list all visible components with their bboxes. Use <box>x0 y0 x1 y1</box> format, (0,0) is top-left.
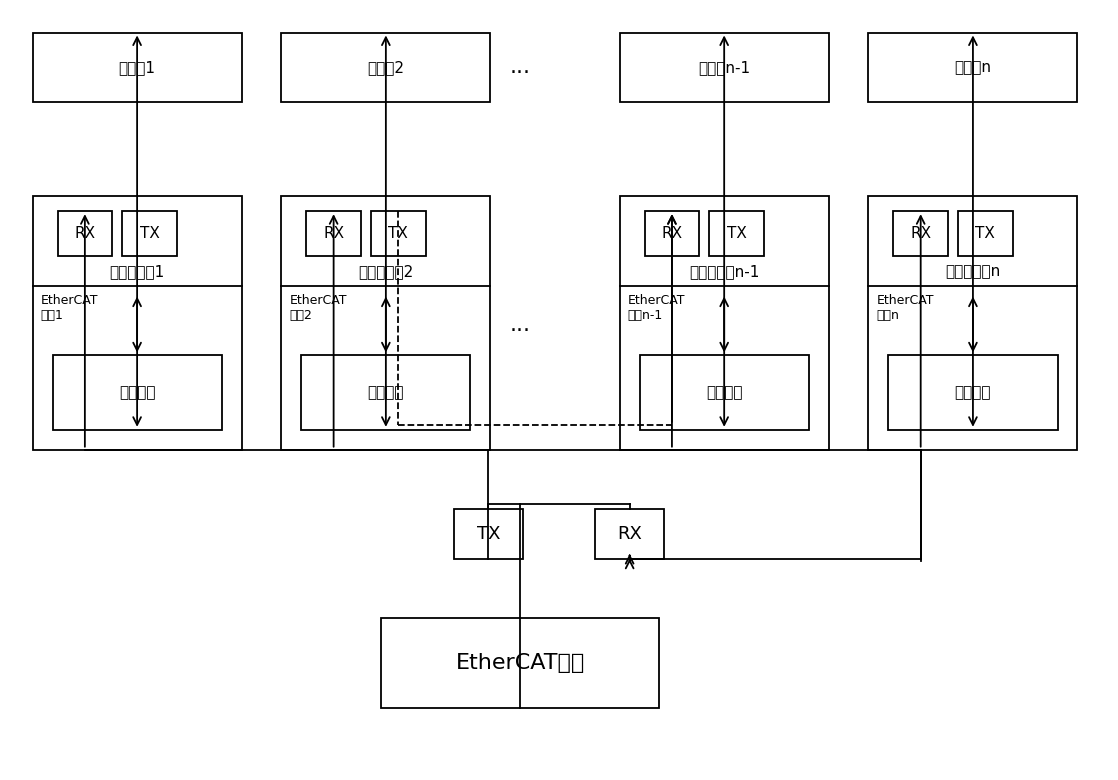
Text: ...: ... <box>510 315 531 335</box>
Text: RX: RX <box>910 226 931 241</box>
Bar <box>57 211 112 256</box>
Bar <box>381 619 660 707</box>
Bar <box>639 355 808 430</box>
Bar <box>371 211 426 256</box>
Bar <box>889 355 1058 430</box>
Bar <box>282 197 491 449</box>
Text: TX: TX <box>388 226 408 241</box>
Text: EtherCAT主站: EtherCAT主站 <box>455 653 585 673</box>
Bar <box>619 197 828 449</box>
Text: 从站控制器n: 从站控制器n <box>946 264 1001 279</box>
Text: 微处理器: 微处理器 <box>955 385 992 400</box>
Text: TX: TX <box>476 525 500 543</box>
Text: 从站控制器2: 从站控制器2 <box>358 264 414 279</box>
Text: EtherCAT
从站2: EtherCAT 从站2 <box>290 294 347 321</box>
Bar <box>645 211 699 256</box>
Text: 变流器2: 变流器2 <box>368 60 405 75</box>
Bar <box>709 211 764 256</box>
Bar <box>32 197 241 449</box>
Bar <box>306 211 361 256</box>
Bar <box>869 33 1078 102</box>
Text: TX: TX <box>975 226 995 241</box>
Text: TX: TX <box>727 226 747 241</box>
Text: 微处理器: 微处理器 <box>119 385 155 400</box>
Text: EtherCAT
从站n: EtherCAT 从站n <box>877 294 934 321</box>
Bar <box>869 197 1078 449</box>
Bar <box>958 211 1013 256</box>
Text: EtherCAT
从站1: EtherCAT 从站1 <box>40 294 98 321</box>
Bar <box>53 355 221 430</box>
Text: 变流器n-1: 变流器n-1 <box>698 60 750 75</box>
Text: TX: TX <box>140 226 160 241</box>
Bar <box>301 355 471 430</box>
Bar <box>32 33 241 102</box>
Text: EtherCAT
从站n-1: EtherCAT 从站n-1 <box>627 294 685 321</box>
Text: RX: RX <box>74 226 95 241</box>
Text: RX: RX <box>662 226 682 241</box>
Text: 微处理器: 微处理器 <box>368 385 404 400</box>
Bar <box>122 211 177 256</box>
Text: 微处理器: 微处理器 <box>705 385 742 400</box>
Bar <box>619 33 828 102</box>
Text: RX: RX <box>323 226 344 241</box>
Bar <box>893 211 948 256</box>
Text: 变流器n: 变流器n <box>955 60 992 75</box>
Text: RX: RX <box>617 525 642 543</box>
Bar <box>595 509 664 558</box>
Text: 从站控制器n-1: 从站控制器n-1 <box>689 264 759 279</box>
Text: ...: ... <box>510 57 531 77</box>
Bar <box>282 33 491 102</box>
Text: 变流器1: 变流器1 <box>119 60 155 75</box>
Text: 从站控制器1: 从站控制器1 <box>110 264 164 279</box>
Bar <box>454 509 523 558</box>
